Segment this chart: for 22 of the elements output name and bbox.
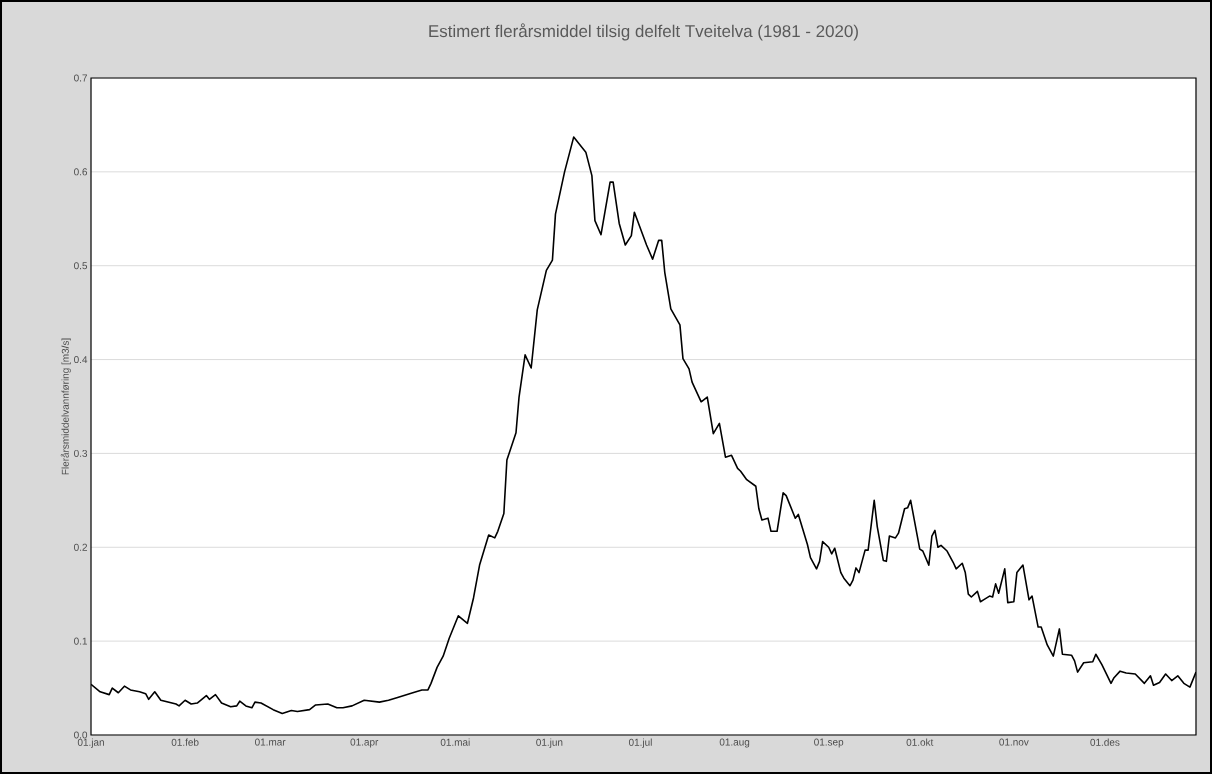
x-tick-label: 01.mar <box>255 738 286 746</box>
x-tick-label: 01.jan <box>77 738 104 748</box>
y-tick-label: 0.0 <box>74 731 88 739</box>
y-tick-label: 0.3 <box>74 449 88 457</box>
x-tick-label: 01.aug <box>719 738 750 748</box>
x-tick-label: 01.sep <box>814 738 844 748</box>
y-tick-label: 0.6 <box>74 168 88 176</box>
x-tick-label: 01.nov <box>999 738 1029 746</box>
y-tick-label: 0.2 <box>74 543 87 551</box>
chart-title: Estimert flerårsmiddel tilsig delfelt Tveitelva (1981 - 2020) <box>429 23 858 41</box>
x-tick-label: 01.jul <box>628 738 652 748</box>
x-tick-label: 01.okt <box>906 738 934 746</box>
y-tick-label: 0.4 <box>74 356 88 364</box>
y-tick-label: 0.1 <box>74 637 88 645</box>
x-tick-label: 01.mai <box>440 738 470 746</box>
y-tick-label: 0.5 <box>74 262 88 270</box>
y-axis-title: Flerårsmiddelvannføring [m3/s] <box>60 338 71 475</box>
x-tick-label: 01.jun <box>536 738 563 748</box>
y-tick-label: 0.7 <box>74 74 87 82</box>
x-tick-label: 01.apr <box>350 738 379 748</box>
x-tick-label: 01.des <box>1090 738 1120 746</box>
x-tick-label: 01.feb <box>171 738 199 746</box>
